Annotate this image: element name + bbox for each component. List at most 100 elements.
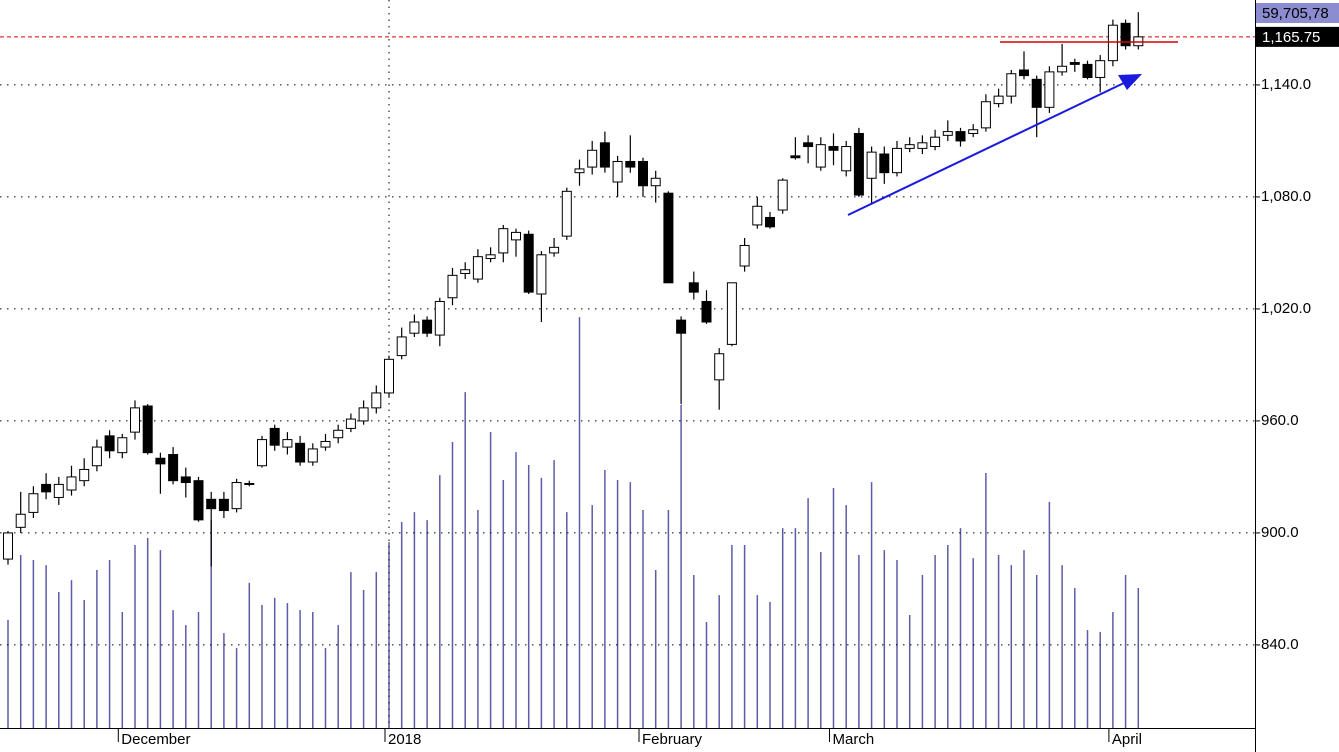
candle-body (549, 246, 560, 254)
grid-layer (0, 36, 1255, 646)
candle-body (1095, 60, 1106, 78)
candle-body (638, 160, 648, 187)
y-tick-label: 1,080.0 (1261, 188, 1311, 205)
volume-box (1256, 3, 1339, 23)
candle-body (561, 190, 572, 237)
candle-body (980, 101, 991, 129)
last-price-box (1256, 26, 1339, 47)
candle-body (231, 482, 242, 510)
candle-body (993, 95, 1004, 105)
candle-body (244, 482, 255, 485)
candle-body (485, 254, 496, 260)
candle-body (765, 216, 775, 228)
candle-body (917, 142, 928, 149)
candle-body (206, 498, 217, 510)
candle-body (1057, 65, 1068, 73)
candle-body (358, 407, 369, 422)
y-tick-label: 840.0 (1261, 636, 1299, 653)
candle-body (155, 457, 166, 465)
candle-body (333, 429, 344, 439)
candle-body (1031, 78, 1042, 108)
candle-body (511, 231, 521, 241)
candle-body (15, 513, 26, 528)
volume-label: 59,705,78 (1262, 5, 1329, 22)
candle-body (3, 532, 13, 560)
candle-body (257, 439, 267, 467)
candle-body (1082, 63, 1093, 78)
candle-body (79, 468, 90, 482)
candle-body (752, 205, 763, 226)
candle-body (472, 256, 483, 280)
candle-body (409, 321, 420, 334)
candle-body (345, 418, 356, 429)
candle-body (447, 274, 458, 299)
candle-body (523, 233, 534, 293)
candle-body (701, 300, 712, 323)
candle-body (866, 151, 877, 179)
candle-body (828, 146, 839, 151)
candle-body (663, 192, 674, 284)
x-tick-label: February (642, 731, 703, 748)
y-tick-label: 900.0 (1261, 524, 1299, 541)
candle-body (498, 228, 509, 254)
x-tick-label: 2018 (388, 731, 421, 748)
candle-body (180, 476, 191, 484)
candle-body (434, 300, 445, 336)
candle-body (676, 319, 687, 334)
candle-body (193, 480, 204, 521)
volume-layer (7, 317, 1140, 728)
candle-body (815, 144, 826, 168)
candle-body (853, 132, 864, 196)
candle-body (282, 439, 293, 448)
candle-body (777, 179, 788, 211)
candle-body (66, 476, 77, 491)
candle-body (130, 407, 140, 433)
x-tick-label: March (833, 731, 875, 748)
candle-body (1107, 24, 1118, 62)
candle-body (1044, 71, 1055, 108)
candle-body (53, 483, 64, 498)
candle-body (1006, 73, 1017, 97)
candle-body (968, 129, 979, 134)
candle-body (574, 168, 585, 174)
candle-body (396, 336, 407, 357)
candle-body (218, 498, 229, 512)
candle-body (1019, 69, 1029, 77)
candle-body (955, 131, 966, 142)
candle-body (536, 254, 547, 295)
candle-body (91, 446, 102, 467)
candle-body (650, 177, 661, 187)
x-tick-label: April (1112, 731, 1142, 748)
trend-line (847, 81, 1127, 216)
candle-body (803, 142, 814, 148)
y-tick-label: 1,020.0 (1261, 300, 1311, 317)
candle-body (1120, 22, 1131, 47)
candle-body (625, 160, 636, 168)
candle-body (1069, 62, 1080, 65)
candle-layer (3, 12, 1144, 567)
candle-body (460, 269, 471, 274)
x-tick-label: December (121, 731, 190, 748)
candle-body (612, 160, 623, 183)
y-tick-label: 960.0 (1261, 412, 1299, 429)
candle-body (587, 149, 598, 168)
candle-body (422, 319, 433, 334)
candle-body (41, 483, 52, 493)
last-price-label: 1,165.75 (1262, 29, 1320, 46)
y-tick-label: 1,140.0 (1261, 76, 1311, 93)
candle-body (930, 136, 941, 148)
candle-body (688, 282, 699, 293)
candle-body (739, 244, 750, 267)
candle-body (117, 437, 128, 454)
candle-body (942, 131, 953, 136)
candle-body (904, 144, 915, 149)
candle-body (726, 282, 737, 345)
candle-body (841, 146, 852, 172)
candle-body (879, 153, 890, 174)
axis-layer: 840.0 900.0 960.0 1,020.0 1,080.0 1,140.0 1,16… (117, 3, 1339, 748)
candle-body (307, 448, 318, 463)
candle-body (371, 392, 382, 409)
candle-body (714, 353, 725, 381)
candle-body (168, 454, 179, 482)
trend-arrow-head (1118, 74, 1142, 90)
